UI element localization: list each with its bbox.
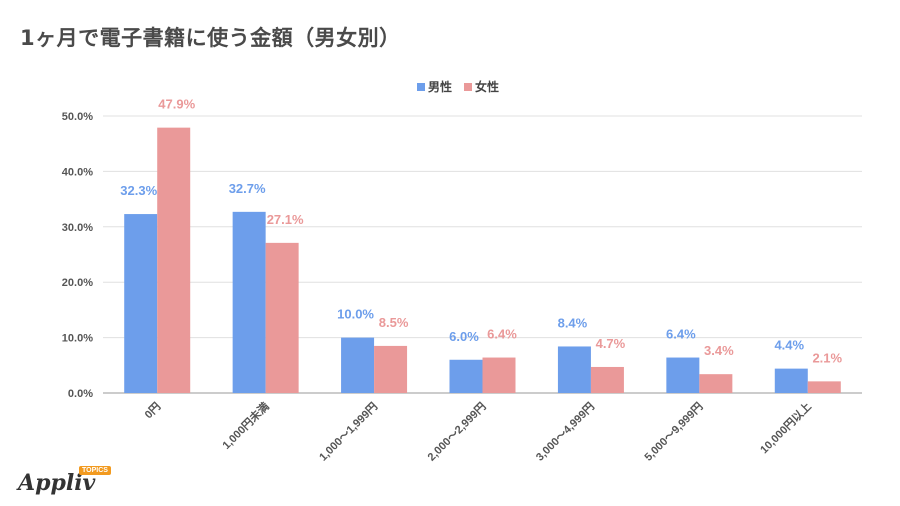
y-tick-label: 50.0%	[62, 111, 93, 123]
bar-female	[699, 374, 733, 393]
legend: 男性 女性	[417, 79, 499, 94]
bar-male	[666, 357, 700, 393]
bar-female	[157, 127, 191, 393]
data-label-female: 8.5%	[379, 315, 409, 330]
bar-male	[232, 211, 266, 393]
data-label-male: 8.4%	[558, 315, 588, 330]
bar-female	[374, 345, 408, 393]
bar-male	[124, 214, 158, 393]
gridlines	[103, 115, 862, 394]
y-tick-label: 0.0%	[68, 388, 93, 400]
legend-swatch-female	[464, 83, 472, 91]
bar-female	[265, 242, 299, 393]
data-label-male: 10.0%	[337, 307, 374, 322]
x-tick-label: 3,000〜4,999円	[533, 400, 597, 464]
bars	[124, 127, 841, 393]
bar-female	[590, 366, 624, 393]
bar-male	[557, 346, 591, 393]
x-tick-label: 1,000円未満	[219, 399, 272, 452]
legend-label-female: 女性	[475, 79, 499, 94]
y-tick-label: 20.0%	[62, 277, 93, 289]
data-label-male: 4.4%	[774, 338, 804, 353]
y-tick-label: 30.0%	[62, 222, 93, 234]
legend-label-male: 男性	[428, 79, 452, 94]
bar-male	[774, 368, 808, 393]
data-label-male: 6.0%	[449, 329, 479, 344]
data-label-female: 27.1%	[267, 212, 304, 227]
x-axis-ticks: 0円 1,000円未満 1,000〜1,999円 2,000〜2,999円 3,000〜…	[142, 399, 814, 463]
data-label-female: 2.1%	[812, 350, 842, 365]
data-label-male: 32.7%	[229, 181, 266, 196]
data-label-female: 6.4%	[487, 327, 517, 342]
data-label-female: 4.7%	[596, 336, 626, 351]
x-tick-label: 1,000〜1,999円	[317, 400, 381, 464]
x-tick-label: 10,000円以上	[757, 399, 814, 456]
bar-male	[449, 359, 483, 393]
x-tick-label: 2,000〜2,999円	[425, 400, 489, 464]
y-tick-label: 10.0%	[62, 333, 93, 345]
y-tick-label: 40.0%	[62, 166, 93, 178]
y-axis-ticks: 0.0% 10.0% 20.0% 30.0% 40.0% 50.0%	[62, 111, 93, 400]
bar-male	[341, 337, 375, 393]
topics-badge: TOPICS	[79, 466, 111, 475]
data-label-male: 32.3%	[120, 183, 157, 198]
data-label-female: 47.9%	[158, 97, 195, 112]
bar-female	[807, 381, 841, 393]
chart-title: 1ヶ月で電子書籍に使う金額（男女別）	[20, 26, 401, 50]
bar-female	[482, 357, 516, 393]
data-labels: 32.3% 47.9% 32.7% 27.1% 10.0% 8.5% 6.0% 6.4% 8.4…	[120, 97, 842, 366]
legend-swatch-male	[417, 83, 425, 91]
data-label-male: 6.4%	[666, 327, 696, 342]
data-label-female: 3.4%	[704, 343, 734, 358]
x-tick-label: 5,000〜9,999円	[642, 400, 706, 464]
x-tick-label: 0円	[142, 400, 163, 421]
